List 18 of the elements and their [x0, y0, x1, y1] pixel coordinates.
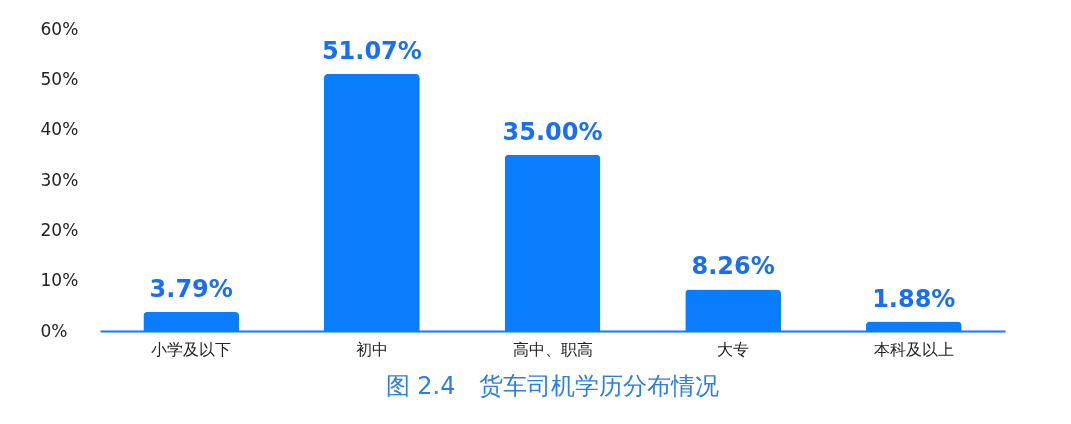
y-tick-label: 60% [40, 18, 79, 39]
data-label: 8.26% [691, 252, 775, 281]
data-label: 51.07% [321, 36, 422, 65]
text: 图 2.4 货车司机学历分布情况 [385, 372, 720, 400]
y-tick-label: 50% [40, 68, 79, 89]
x-tick-label: 本科及以上 [873, 339, 954, 359]
y-tick-label: 30% [40, 169, 79, 190]
y-tick-label: 0% [40, 320, 68, 341]
x-tick-label: 初中 [355, 339, 388, 359]
y-tick-label: 10% [40, 270, 79, 291]
data-label: 1.88% [872, 284, 956, 313]
x-tick-label: 高中、职高 [512, 339, 593, 359]
y-tick-label: 20% [40, 219, 79, 240]
data-label: 3.79% [149, 274, 233, 303]
x-tick-label: 小学及以下 [151, 339, 232, 359]
x-tick-label: 大专 [717, 339, 750, 359]
y-tick-label: 40% [40, 119, 79, 140]
data-label: 35.00% [502, 117, 603, 146]
